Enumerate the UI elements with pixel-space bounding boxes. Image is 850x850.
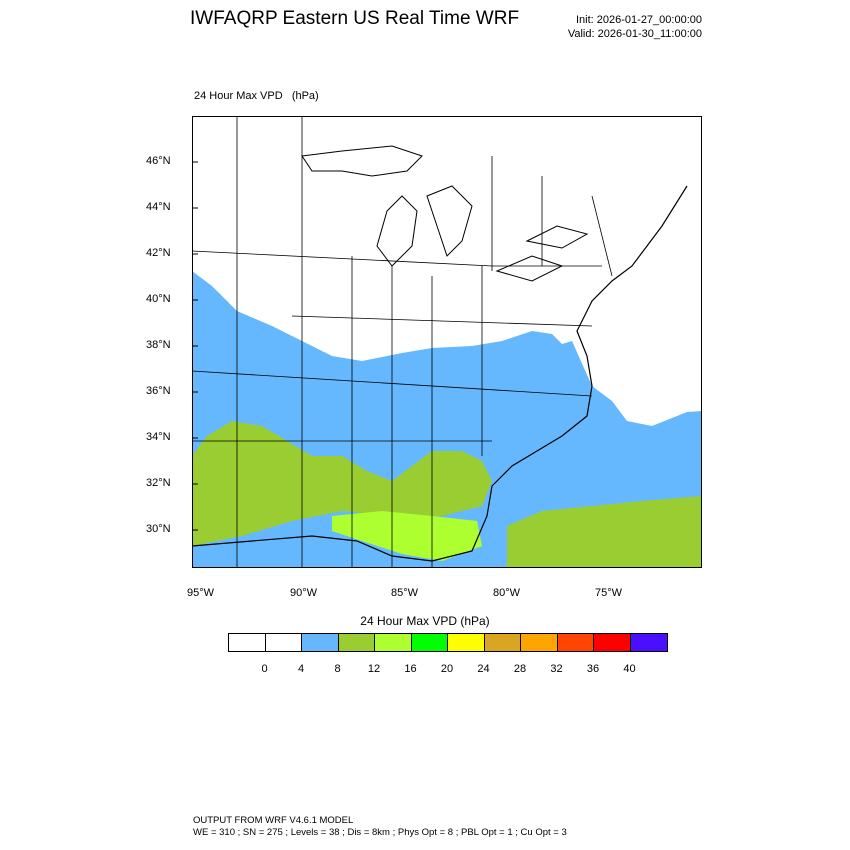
colorbar-box-8 [521,634,558,651]
colorbar-box-10 [594,634,631,651]
lon-label-75: 75°W [595,587,623,599]
lat-label-38: 38°N [146,339,171,351]
colorbar-label-0: 0 [261,663,268,675]
colorbar-box-5 [411,634,448,651]
run-times: Init: 2026-01-27_00:00:00 Valid: 2026-01… [568,13,702,41]
init-time: Init: 2026-01-27_00:00:00 [576,14,702,26]
colorbar-box-9 [557,634,594,651]
colorbar-label-9: 36 [586,663,600,675]
lat-label-40: 40°N [146,293,171,305]
lon-label-80: 80°W [493,587,521,599]
colorbar-box-4 [375,634,412,651]
colorbar-box-7 [484,634,521,651]
colorbar-label-5: 20 [440,663,454,675]
lat-label-34: 34°N [146,431,171,443]
plot-title: IWFAQRP Eastern US Real Time WRF [190,8,520,29]
lon-label-90: 90°W [290,587,318,599]
colorbar-box-11 [630,634,667,651]
lat-label-32: 32°N [146,477,171,489]
model-version: OUTPUT FROM WRF V4.6.1 MODEL [193,815,354,826]
model-config: WE = 310 ; SN = 275 ; Levels = 38 ; Dis … [193,827,567,838]
lon-label-95: 95°W [187,587,215,599]
map-border [192,116,702,568]
map-subtitle: 24 Hour Max VPD (hPa) [194,90,319,102]
colorbar-label-10: 40 [623,663,636,675]
lon-label-85: 85°W [391,587,419,599]
model-info: OUTPUT FROM WRF V4.6.1 MODEL WE = 310 ; … [193,815,567,839]
colorbar-label-6: 24 [477,663,490,675]
colorbar-title: 24 Hour Max VPD (hPa) [360,614,490,628]
colorbar-box-2 [302,634,339,651]
vpd-map [192,116,702,568]
colorbar-label-8: 32 [550,663,563,675]
colorbar-box-0 [229,634,266,651]
lat-label-42: 42°N [146,247,171,259]
colorbar-label-4: 16 [404,663,417,675]
colorbar-label-3: 12 [367,663,381,675]
valid-time: Valid: 2026-01-30_11:00:00 [567,28,702,40]
colorbar-box-1 [265,634,302,651]
colorbar [228,633,668,652]
colorbar-label-1: 4 [297,663,305,675]
lat-label-44: 44°N [146,201,171,213]
great-lakes [301,145,589,282]
state-borders [192,116,613,568]
band-8-12-atlantic [507,496,702,568]
coastline [192,185,688,562]
colorbar-label-2: 8 [334,663,341,675]
lat-label-46: 46°N [146,155,171,167]
colorbar-box-3 [338,634,375,651]
lat-label-30: 30°N [146,523,171,535]
colorbar-label-7: 28 [513,663,527,675]
lat-label-36: 36°N [146,385,171,397]
band-12-16-region [332,511,482,561]
colorbar-box-6 [448,634,485,651]
